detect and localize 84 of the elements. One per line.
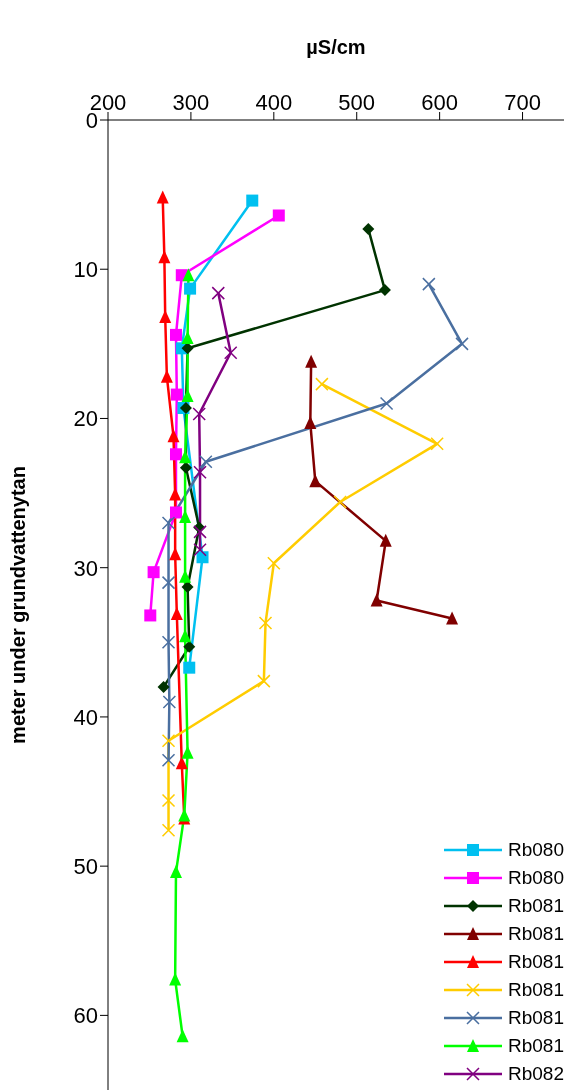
- point: [193, 543, 207, 557]
- legend-label: Rb081: [508, 1035, 564, 1057]
- x-tick-label: 700: [504, 90, 541, 115]
- point: [181, 745, 194, 759]
- point: [267, 556, 281, 570]
- point: [170, 606, 183, 620]
- point: [147, 566, 160, 579]
- point: [379, 396, 394, 411]
- x-tick-label: 400: [255, 90, 293, 115]
- point: [315, 377, 329, 391]
- point: [193, 525, 207, 539]
- point: [196, 551, 209, 564]
- point: [333, 495, 347, 509]
- point: [181, 581, 194, 594]
- point: [170, 388, 183, 401]
- point: [161, 823, 176, 838]
- y-tick-label: 10: [73, 257, 98, 283]
- point: [161, 575, 176, 590]
- x-axis-title: µS/cm: [306, 36, 366, 59]
- point: [161, 734, 176, 748]
- point: [161, 635, 176, 650]
- point: [305, 354, 318, 368]
- point: [378, 284, 391, 297]
- y-tick-label: 30: [73, 555, 98, 581]
- legend-label: Rb081: [508, 979, 564, 1001]
- point: [422, 277, 436, 291]
- point: [430, 437, 444, 451]
- point: [144, 609, 157, 622]
- point: [162, 695, 177, 709]
- point: [193, 465, 207, 479]
- y-tick-label: 50: [73, 853, 98, 879]
- point: [211, 286, 226, 300]
- point: [157, 681, 170, 694]
- point: [223, 346, 238, 360]
- point: [182, 268, 195, 282]
- legend-label: Rb082: [508, 1063, 564, 1085]
- point: [175, 756, 188, 770]
- y-tick-label: 60: [73, 1003, 98, 1029]
- point: [184, 282, 197, 295]
- point: [169, 448, 182, 461]
- point: [169, 865, 182, 879]
- point: [258, 616, 273, 630]
- point: [167, 429, 180, 443]
- point: [161, 793, 176, 808]
- y-axis-title: meter under grundvattenytan: [7, 466, 30, 744]
- y-tick-label: 20: [73, 406, 98, 432]
- point: [158, 250, 171, 264]
- point: [181, 330, 194, 344]
- point: [179, 450, 192, 464]
- x-tick-label: 500: [338, 90, 376, 115]
- legend-label: Rb080: [508, 867, 564, 889]
- x-tick-label: 300: [172, 90, 210, 115]
- point: [379, 533, 392, 547]
- legend-label: Rb081: [508, 1007, 564, 1029]
- point: [362, 222, 375, 235]
- point: [192, 407, 206, 421]
- point: [169, 972, 182, 986]
- legend-label: Rb080: [508, 839, 564, 861]
- point: [370, 593, 383, 607]
- y-tick-label: 40: [73, 704, 98, 730]
- point: [257, 674, 271, 688]
- legend-label: Rb081: [508, 923, 564, 945]
- point: [169, 506, 182, 519]
- point: [161, 753, 176, 767]
- point: [181, 389, 194, 403]
- point: [156, 190, 169, 204]
- legend-label: Rb081: [508, 951, 564, 973]
- point: [183, 661, 196, 674]
- point: [169, 328, 182, 341]
- point: [161, 516, 176, 530]
- point: [169, 487, 182, 501]
- x-tick-label: 600: [421, 90, 458, 115]
- point: [309, 474, 322, 488]
- point: [160, 369, 173, 383]
- point: [272, 209, 285, 222]
- point: [246, 194, 259, 207]
- point: [169, 547, 182, 561]
- point: [455, 337, 469, 351]
- point: [176, 1029, 189, 1043]
- point: [179, 629, 192, 643]
- legend-label: Rb081: [508, 895, 564, 917]
- point: [446, 611, 459, 625]
- point: [199, 454, 213, 469]
- point: [304, 415, 317, 429]
